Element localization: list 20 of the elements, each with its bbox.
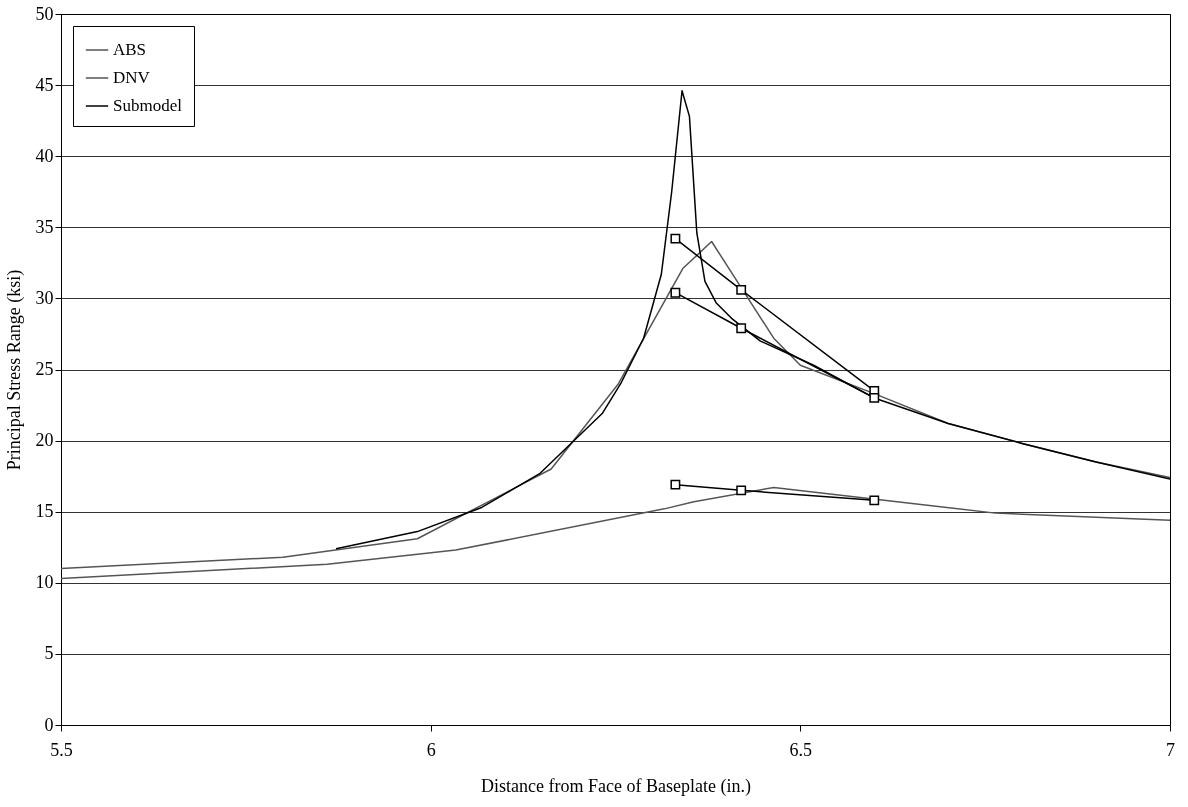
x-tick-label: 7	[1166, 739, 1175, 760]
x-tick-label: 6	[426, 739, 436, 760]
y-tick-label: 20	[35, 430, 54, 451]
y-tick-label: 25	[35, 359, 54, 379]
y-tick-label: 15	[35, 501, 54, 522]
y-tick-label: 50	[35, 3, 54, 24]
legend-label: DNV	[113, 68, 151, 87]
legend-label: ABS	[113, 40, 147, 59]
x-tick-label: 5.5	[50, 739, 73, 760]
y-tick-label: 30	[35, 287, 54, 308]
y-tick-label: 0	[44, 714, 54, 735]
y-tick-label: 35	[35, 216, 54, 237]
x-tick-label: 6.5	[789, 739, 813, 760]
y-tick-label: 45	[35, 74, 54, 95]
y-tick-label: 5	[44, 643, 54, 664]
y-tick-label: 40	[35, 145, 54, 166]
legend-label: Submodel	[113, 96, 183, 115]
y-tick-label: 10	[35, 572, 54, 593]
x-axis-title: Distance from Face of Baseplate (in.)	[481, 775, 751, 797]
y-axis-title: Principal Stress Range (ksi)	[3, 269, 25, 471]
